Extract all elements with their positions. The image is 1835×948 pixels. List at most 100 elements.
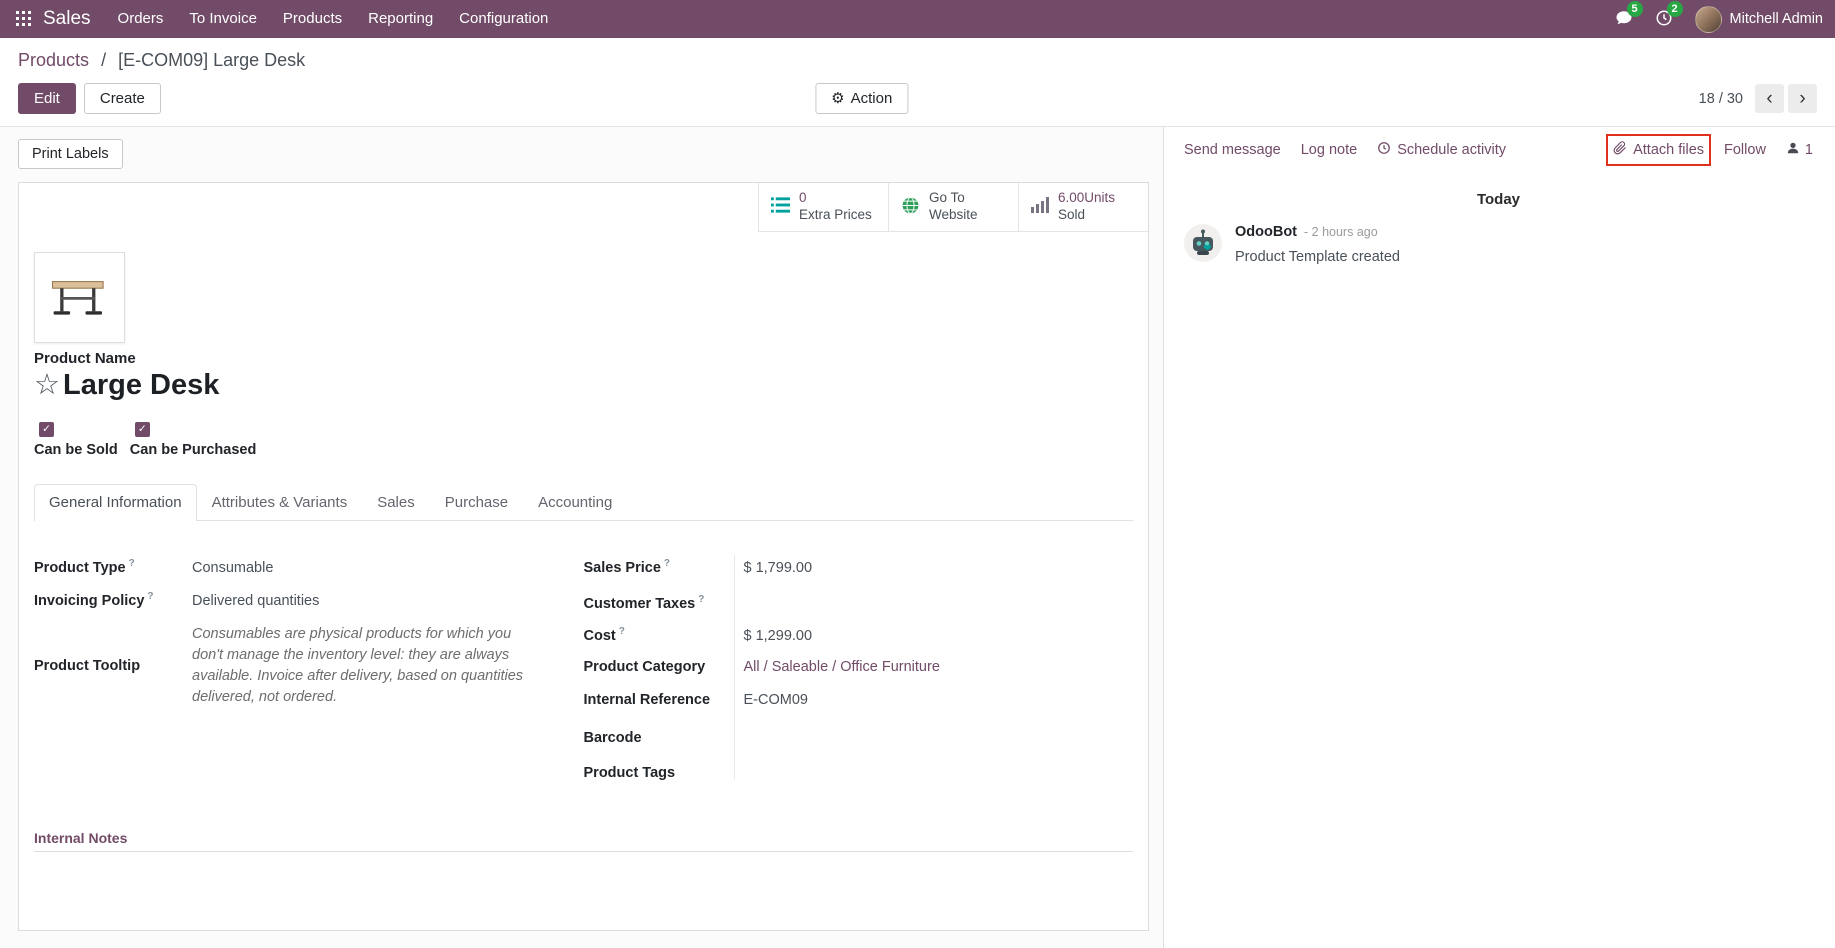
field-product-type: Product Type? Consumable [34,551,584,584]
extra-prices-button[interactable]: 0 Extra Prices [758,183,888,232]
app-name[interactable]: Sales [43,8,91,29]
user-menu[interactable]: Mitchell Admin [1694,5,1823,33]
create-button[interactable]: Create [83,83,161,114]
edit-button[interactable]: Edit [18,83,76,114]
product-image[interactable] [34,251,125,343]
check-icon: ✓ [137,423,147,435]
tab-accounting[interactable]: Accounting [523,484,627,520]
chatter-panel: Send message Log note Schedule activity … [1164,127,1835,948]
breadcrumb-products-link[interactable]: Products [18,50,90,70]
menu-configuration[interactable]: Configuration [459,10,549,27]
field-label: Invoicing Policy [34,592,145,609]
follower-person-icon [1786,141,1800,159]
product-form-sheet: 0 Extra Prices Go To Website [18,182,1149,931]
field-label: Sales Price [583,559,661,576]
field-cost: Cost? $ 1,299.00 [584,619,1134,652]
can-be-sold-checkbox[interactable]: ✓ [39,421,54,437]
attach-files-button[interactable]: Attach files [1613,141,1704,159]
globe-icon [901,196,920,218]
bar-chart-icon [1031,197,1049,216]
tab-purchase[interactable]: Purchase [430,484,523,520]
menu-products[interactable]: Products [282,10,343,27]
field-label: Product Tags [583,764,676,781]
control-panel: Products / [E-COM09] Large Desk Edit Cre… [0,38,1835,127]
field-value: $ 1,799.00 [743,559,813,576]
extra-prices-label: Extra Prices [799,206,872,222]
website-line1: Go To [929,190,965,205]
top-navbar: Sales Orders To Invoice Products Reporti… [0,0,1835,38]
print-labels-button[interactable]: Print Labels [18,139,123,169]
website-line2: Website [929,206,978,222]
pricelist-icon [771,197,790,216]
action-button-label: Action [850,90,893,107]
log-note-button[interactable]: Log note [1300,142,1358,158]
can-be-sold-label: Can be Sold [34,441,118,458]
breadcrumb-separator: / [101,50,107,70]
apps-menu-button[interactable] [12,7,39,31]
message-body: Product Template created [1235,249,1400,265]
field-product-category: Product Category All / Saleable / Office… [584,652,1134,685]
notebook-tabs: General Information Attributes & Variant… [34,483,1133,521]
field-value: Consumables are physical products for wh… [192,625,524,705]
activities-button[interactable]: 2 [1655,0,1683,30]
can-be-purchased-checkbox[interactable]: ✓ [134,421,150,437]
breadcrumb: Products / [E-COM09] Large Desk [18,50,1817,71]
product-title: Large Desk [63,368,220,401]
odoobot-avatar[interactable] [1184,224,1222,262]
pager-next-button[interactable]: › [1788,84,1817,113]
field-label: Product Category [583,658,706,675]
send-message-button[interactable]: Send message [1184,142,1281,158]
field-value: $ 1,299.00 [743,627,813,644]
field-value [744,760,1134,777]
apps-grid-icon [16,11,31,29]
right-field-group: Sales Price? $ 1,799.00 Customer Taxes? … [584,551,1134,788]
attach-files-highlight-annotation: Attach files [1606,134,1712,166]
tab-attributes-variants[interactable]: Attributes & Variants [197,484,363,520]
units-sold-value: 6.00Units [1058,190,1116,205]
field-value [744,591,1134,608]
followers-count: 1 [1804,142,1813,158]
schedule-activity-button[interactable]: Schedule activity [1377,141,1506,159]
field-sales-price: Sales Price? $ 1,799.00 [584,551,1134,584]
units-sold-label: Sold [1058,206,1086,222]
field-value [744,725,1134,742]
field-label: Product Tooltip [34,657,141,674]
field-customer-taxes: Customer Taxes? [584,584,1134,619]
tab-sales[interactable]: Sales [362,484,430,520]
go-to-website-button[interactable]: Go To Website [888,183,1018,232]
pager-previous-button[interactable]: ‹ [1755,84,1784,113]
product-category-link[interactable]: All / Saleable / Office Furniture [743,658,940,675]
field-label: Barcode [583,729,642,746]
field-barcode: Barcode [584,718,1134,753]
follow-button[interactable]: Follow [1724,142,1766,158]
tab-general-information[interactable]: General Information [34,483,197,521]
internal-notes-title: Internal Notes [34,829,128,846]
favorite-star-icon[interactable]: ☆ [34,368,60,401]
can-be-purchased-label: Can be Purchased [129,441,257,458]
field-value: Consumable [192,559,274,576]
message-timestamp: - 2 hours ago [1304,225,1378,239]
breadcrumb-current: [E-COM09] Large Desk [118,50,306,70]
field-label: Product Type [34,559,126,576]
can-be-sold-field: ✓ Can be Sold [34,421,118,458]
help-icon: ? [698,593,705,605]
messages-button[interactable]: 5 [1615,0,1643,30]
menu-reporting[interactable]: Reporting [368,10,434,27]
pager: 18 / 30 ‹ › [1699,84,1817,113]
menu-orders[interactable]: Orders [117,10,164,27]
help-icon: ? [128,557,135,569]
field-product-tags: Product Tags [584,753,1134,788]
check-icon: ✓ [42,423,51,435]
field-value: Delivered quantities [192,592,320,609]
units-sold-button[interactable]: 6.00Units Sold [1018,183,1148,232]
help-icon: ? [663,557,671,569]
menu-to-invoice[interactable]: To Invoice [189,10,257,27]
action-button[interactable]: ⚙ Action [815,83,909,114]
field-label: Cost [583,627,616,644]
field-label: Internal Reference [583,691,711,708]
gear-icon: ⚙ [831,90,845,107]
message-author[interactable]: OdooBot [1235,224,1298,240]
followers-button[interactable]: 1 [1786,141,1813,159]
date-divider: Today [1476,191,1521,208]
user-avatar [1694,5,1722,33]
